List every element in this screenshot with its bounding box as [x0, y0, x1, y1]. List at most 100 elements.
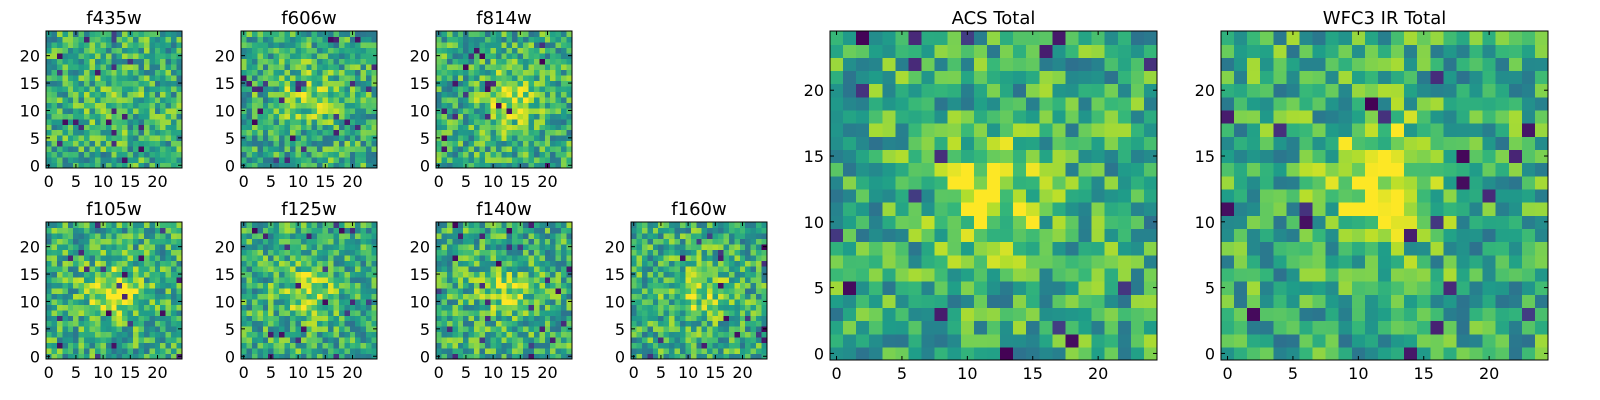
heatmap-cell — [501, 331, 508, 338]
heatmap-cell — [895, 215, 910, 229]
heatmap-cell — [652, 309, 659, 316]
heatmap-cell — [328, 47, 335, 54]
heatmap-cell — [366, 80, 373, 87]
heatmap-cell — [506, 315, 513, 322]
heatmap-cell — [484, 265, 491, 272]
heatmap-cell — [934, 228, 949, 243]
heatmap-cell — [317, 36, 324, 43]
heatmap-cell — [84, 287, 91, 294]
heatmap-cell — [441, 146, 448, 153]
heatmap-cell — [322, 96, 329, 103]
heatmap-cell — [94, 331, 101, 338]
heatmap-cell — [122, 157, 129, 164]
heatmap-cell — [317, 293, 324, 300]
heatmap-cell — [468, 151, 475, 158]
heatmap-cell — [149, 63, 156, 70]
heatmap-cell — [1039, 281, 1053, 295]
heatmap-cell — [685, 320, 692, 327]
heatmap-cell — [647, 331, 654, 338]
heatmap-cell — [636, 282, 643, 289]
heatmap-cell — [94, 287, 101, 294]
heatmap-cell — [1065, 267, 1080, 282]
heatmap-cell — [712, 337, 719, 344]
heatmap-cell — [1013, 241, 1027, 256]
heatmap-cell — [690, 260, 697, 267]
heatmap-cell — [869, 175, 883, 190]
heatmap-cell — [111, 91, 118, 98]
heatmap-cell — [501, 287, 508, 294]
heatmap-cell — [685, 282, 692, 289]
heatmap-cell — [544, 107, 551, 114]
heatmap-cell — [495, 265, 502, 272]
heatmap-cell — [160, 271, 167, 278]
heatmap-cell — [371, 315, 378, 322]
heatmap-cell — [1104, 333, 1119, 348]
heatmap-cell — [289, 320, 296, 327]
heatmap-cell — [371, 337, 378, 344]
heatmap-cell — [490, 80, 497, 87]
heatmap-cell — [1052, 202, 1067, 216]
heatmap-cell — [51, 80, 58, 87]
heatmap-cell — [685, 265, 692, 272]
heatmap-cell — [246, 342, 253, 349]
heatmap-cell — [273, 309, 280, 316]
heatmap-cell — [463, 74, 470, 81]
heatmap-cell — [333, 353, 340, 360]
heatmap-cell — [143, 249, 150, 256]
heatmap-cell — [176, 47, 183, 54]
heatmap-cell — [366, 129, 373, 136]
heatmap-cell — [84, 353, 91, 360]
heatmap-cell — [84, 140, 91, 147]
heatmap-cell — [349, 52, 356, 59]
heatmap-cell — [78, 331, 85, 338]
heatmap-cell — [46, 113, 53, 120]
heatmap-cell — [523, 162, 530, 169]
heatmap-cell — [566, 85, 573, 92]
heatmap-cell — [371, 265, 378, 272]
heatmap-cell — [306, 151, 313, 158]
heatmap-cell — [257, 135, 264, 142]
heatmap-cell — [452, 331, 459, 338]
heatmap-cell — [561, 238, 568, 245]
heatmap-cell — [154, 113, 161, 120]
heatmap-cell — [89, 58, 96, 65]
heatmap-cell — [268, 74, 275, 81]
heatmap-cell — [707, 342, 714, 349]
heatmap-cell — [679, 304, 686, 311]
heatmap-cell — [986, 215, 1001, 229]
heatmap-cell — [268, 276, 275, 283]
heatmap-cell — [512, 146, 519, 153]
heatmap-cell — [56, 342, 63, 349]
heatmap-cell — [149, 331, 156, 338]
heatmap-cell — [512, 91, 519, 98]
heatmap-cell — [154, 276, 161, 283]
heatmap-cell — [311, 157, 318, 164]
heatmap-cell — [94, 260, 101, 267]
heatmap-cell — [84, 249, 91, 256]
heatmap-cell — [561, 157, 568, 164]
heatmap-cell — [707, 304, 714, 311]
heatmap-cell — [241, 260, 248, 267]
heatmap-cell — [1000, 294, 1014, 308]
heatmap-cell — [495, 271, 502, 278]
heatmap-cell — [533, 85, 540, 92]
heatmap-cell — [322, 276, 329, 283]
heatmap-cell — [94, 304, 101, 311]
heatmap-cell — [262, 326, 269, 333]
heatmap-cell — [652, 271, 659, 278]
heatmap-cell — [338, 265, 345, 272]
heatmap-cell — [457, 63, 464, 70]
heatmap-cell — [707, 271, 714, 278]
heatmap-cell — [241, 146, 248, 153]
heatmap-cell — [306, 265, 313, 272]
heatmap-cell — [539, 146, 546, 153]
heatmap-cell — [154, 124, 161, 131]
heatmap-cell — [268, 232, 275, 240]
heatmap-cell — [517, 80, 524, 87]
heatmap-cell — [333, 124, 340, 131]
heatmap-cell — [322, 102, 329, 109]
heatmap-cell — [333, 238, 340, 245]
heatmap-cell — [561, 304, 568, 311]
heatmap-cell — [366, 249, 373, 256]
heatmap-cell — [171, 129, 178, 136]
